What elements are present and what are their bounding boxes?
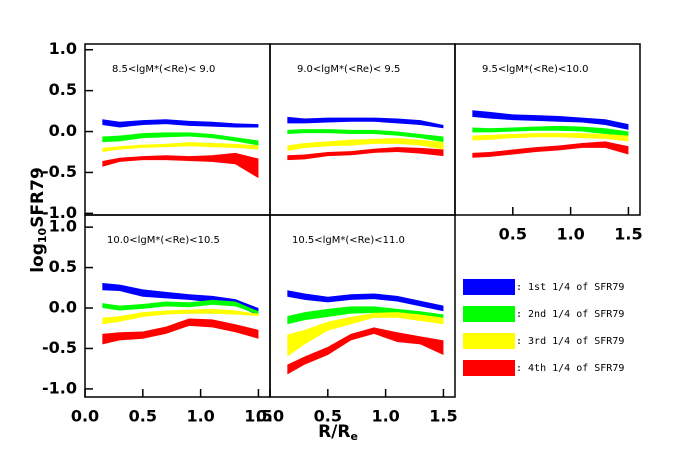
panel-title: 8.5<lgM*(<Re)< 9.0 [112, 64, 215, 75]
band [102, 132, 259, 146]
y-axis-label: log10SFR79 [28, 167, 49, 273]
legend-swatch [463, 279, 515, 295]
band [102, 142, 259, 152]
x-tick-label: 0.5 [314, 407, 342, 426]
band [472, 133, 629, 142]
legend-swatch [463, 360, 515, 376]
legend-swatch [463, 306, 515, 322]
band [287, 147, 444, 161]
y-label-sub: 10 [36, 227, 49, 243]
x-axis-label: R/Re [318, 422, 358, 443]
band [287, 306, 444, 325]
legend-swatch [463, 333, 515, 349]
x-tick-label: 0.0 [256, 407, 284, 426]
legend-label: : 4th 1/4 of SFR79 [516, 363, 624, 374]
y-tick-label: 1.0 [49, 39, 77, 58]
y-tick-label: 0.0 [49, 298, 77, 317]
y-tick-label: -0.5 [42, 338, 77, 357]
band [287, 138, 444, 152]
band [102, 308, 259, 325]
x-tick-label: 1.5 [244, 407, 272, 426]
x-tick-label: 1.0 [186, 407, 214, 426]
x-tick-label: 1.0 [556, 225, 584, 244]
legend-label: : 2nd 1/4 of SFR79 [516, 309, 624, 320]
band [472, 141, 629, 158]
y-tick-label: 0.0 [49, 121, 77, 140]
y-tick-label: 1.0 [49, 217, 77, 236]
y-tick-label: 0.5 [49, 257, 77, 276]
x-tick-label: 0.5 [499, 225, 527, 244]
band [472, 110, 629, 130]
band [287, 327, 444, 375]
y-tick-label: -1.0 [42, 203, 77, 222]
y-tick-label: -1.0 [42, 378, 77, 397]
band [102, 282, 259, 316]
band [287, 116, 444, 129]
y-tick-label: -0.5 [42, 162, 77, 181]
legend-label: : 1st 1/4 of SFR79 [516, 282, 624, 293]
y-tick-label: 0.5 [49, 80, 77, 99]
legend-label: : 3rd 1/4 of SFR79 [516, 336, 624, 347]
band [287, 312, 444, 357]
x-label-part: R/R [318, 422, 350, 442]
panel-title: 10.0<lgM*(<Re)<10.5 [107, 235, 220, 246]
band [102, 119, 259, 128]
panel-title: 9.5<lgM*(<Re)<10.0 [482, 64, 589, 75]
panel-frame [454, 43, 641, 216]
x-label-sub: e [350, 430, 357, 443]
panel-frame [269, 214, 456, 398]
x-tick-label: 1.5 [429, 407, 457, 426]
band [472, 125, 629, 137]
x-tick-label: 0.0 [71, 407, 99, 426]
x-tick-label: 1.5 [614, 225, 642, 244]
band [102, 318, 259, 345]
y-label-part: SFR79 [28, 167, 48, 228]
panel-title: 9.0<lgM*(<Re)< 9.5 [297, 64, 400, 75]
panel-title: 10.5<lgM*(<Re)<11.0 [292, 235, 405, 246]
x-tick-label: 1.0 [371, 407, 399, 426]
band [102, 299, 259, 315]
x-tick-label: 0.5 [129, 407, 157, 426]
band [287, 129, 444, 143]
y-label-part: log [28, 243, 48, 273]
band [102, 152, 259, 179]
band [287, 290, 444, 312]
